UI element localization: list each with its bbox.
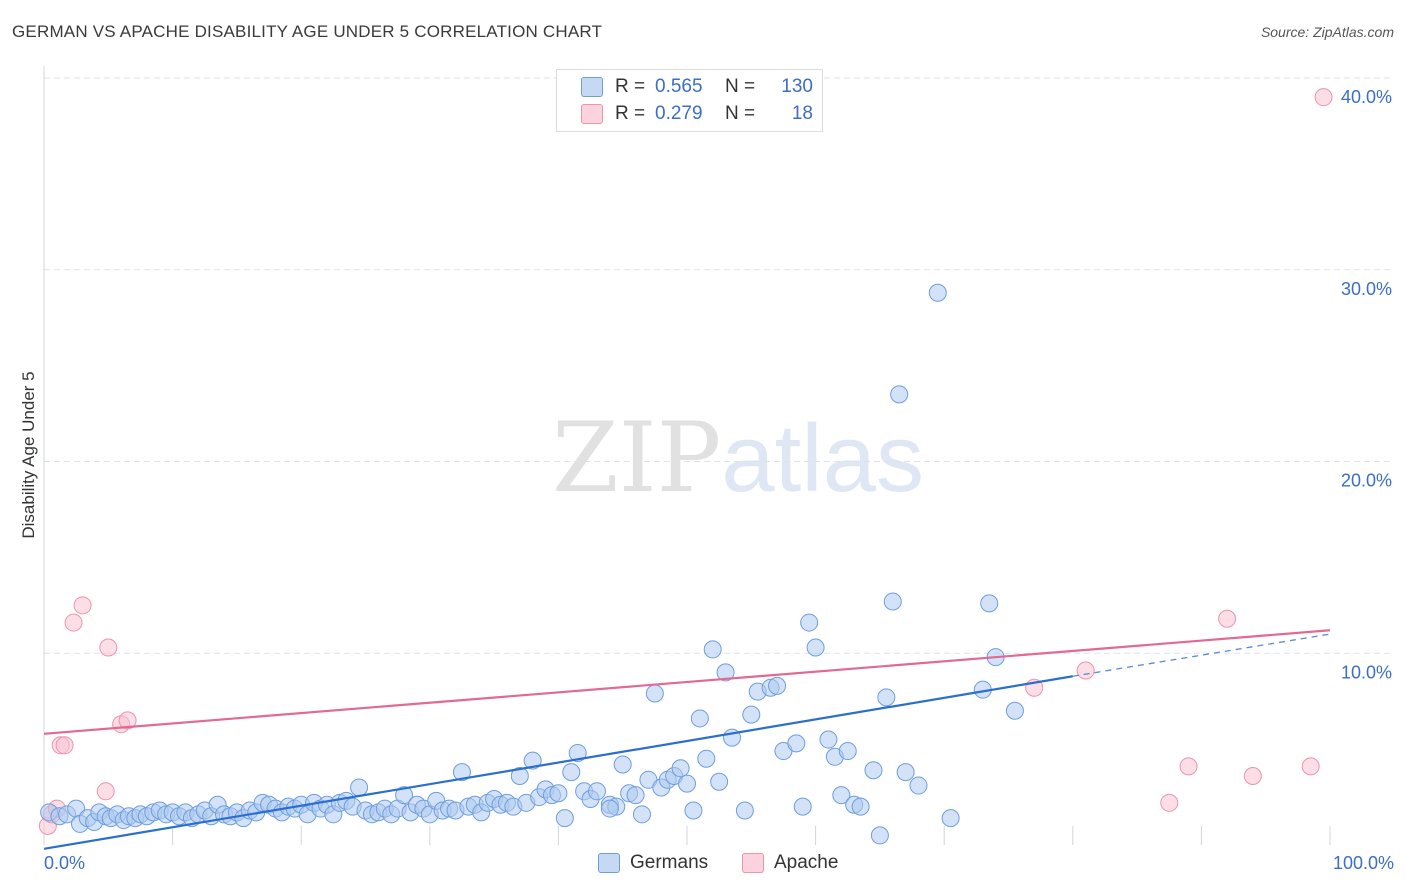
label-layer: 10.0% 20.0% 30.0% 40.0% 0.0% 100.0% Disability… [19, 87, 1394, 873]
german-point [395, 786, 414, 805]
german-point [587, 782, 606, 801]
german-point [1005, 701, 1024, 720]
trend-layer [43, 629, 1331, 850]
german-point [787, 734, 806, 753]
r-value: 0.279 [655, 103, 703, 124]
german-point [980, 594, 999, 613]
apache-point [73, 596, 92, 615]
stats-row-apache: R = 0.279 N = 18 [581, 103, 813, 125]
apache-point [1160, 793, 1179, 812]
apache-point [1314, 88, 1333, 107]
german-point [793, 797, 812, 816]
apache-swatch [581, 104, 603, 124]
y-axis-title: Disability Age Under 5 [19, 371, 38, 538]
german-point [890, 385, 909, 404]
german-point [510, 766, 529, 785]
german-point [851, 797, 870, 816]
german-point [735, 801, 754, 820]
x-tick-label: 0.0% [44, 853, 85, 873]
german-point [928, 283, 947, 302]
german-point [452, 763, 471, 782]
german-point [800, 613, 819, 632]
german-point [768, 676, 787, 695]
german-point [806, 638, 825, 657]
german-point [697, 749, 716, 768]
german-point [626, 786, 645, 805]
german-trend-line [43, 675, 1073, 850]
apache-point [64, 613, 83, 632]
apache-point [55, 736, 74, 755]
axis-layer [43, 66, 1331, 845]
german-point [632, 805, 651, 824]
apache-point [1179, 757, 1198, 776]
german-point [864, 761, 883, 780]
stats-row-germans: R = 0.565 N = 130 [581, 76, 813, 98]
german-point [613, 755, 632, 774]
german-point [645, 684, 664, 703]
german-point [877, 688, 896, 707]
n-label: N = [725, 103, 756, 124]
legend-label-apache: Apache [774, 852, 839, 873]
n-label: N = [725, 76, 756, 97]
apache-legend-swatch [742, 853, 764, 873]
german-point [549, 784, 568, 803]
apache-point [1076, 661, 1095, 680]
german-point [555, 809, 574, 828]
y-tick-label: 10.0% [1341, 662, 1392, 682]
german-point [716, 663, 735, 682]
x-tick-label: 100.0% [1333, 853, 1394, 873]
r-label: R = [615, 76, 646, 97]
german-point [710, 772, 729, 791]
stats-legend: R = 0.565 N = 130 R = 0.279 N = 18 [556, 69, 823, 132]
german-point [671, 759, 690, 778]
german-point [562, 763, 581, 782]
y-tick-label: 30.0% [1341, 279, 1392, 299]
apache-point [96, 782, 115, 801]
apache-point [99, 638, 118, 657]
german-points [40, 283, 1024, 845]
german-point [600, 799, 619, 818]
german-point [896, 763, 915, 782]
r-value: 0.565 [655, 76, 703, 97]
grid-layer [44, 77, 1392, 654]
apache-trend-line [43, 629, 1331, 735]
chart-title: GERMAN VS APACHE DISABILITY AGE UNDER 5 … [12, 22, 603, 41]
apache-point [1301, 757, 1320, 776]
german-point [819, 730, 838, 749]
apache-point [1243, 766, 1262, 785]
germans-swatch [581, 77, 603, 97]
n-value: 130 [781, 76, 813, 97]
german-point [832, 786, 851, 805]
german-point [703, 640, 722, 659]
german-point [350, 778, 369, 797]
german-point [678, 774, 696, 793]
legend-item-germans[interactable]: Germans [598, 852, 708, 874]
german-point [684, 801, 703, 820]
series-legend: Germans Apache [0, 852, 1406, 878]
german-point [883, 592, 902, 611]
german-point [838, 742, 857, 761]
apache-point [118, 711, 137, 730]
n-value: 18 [791, 103, 813, 124]
y-tick-label: 20.0% [1341, 471, 1392, 491]
german-point [941, 809, 960, 828]
legend-item-apache[interactable]: Apache [742, 852, 838, 874]
german-point [870, 826, 889, 845]
german-point [909, 776, 928, 795]
legend-label-germans: Germans [630, 852, 709, 873]
german-point [568, 743, 587, 762]
r-label: R = [615, 103, 646, 124]
german-point [742, 705, 761, 724]
source-label: Source: ZipAtlas.com [1260, 24, 1394, 40]
german-point [523, 751, 542, 770]
y-tick-label: 40.0% [1341, 87, 1392, 107]
germans-legend-swatch [598, 853, 620, 873]
apache-point [1218, 609, 1237, 628]
german-point [690, 709, 709, 728]
